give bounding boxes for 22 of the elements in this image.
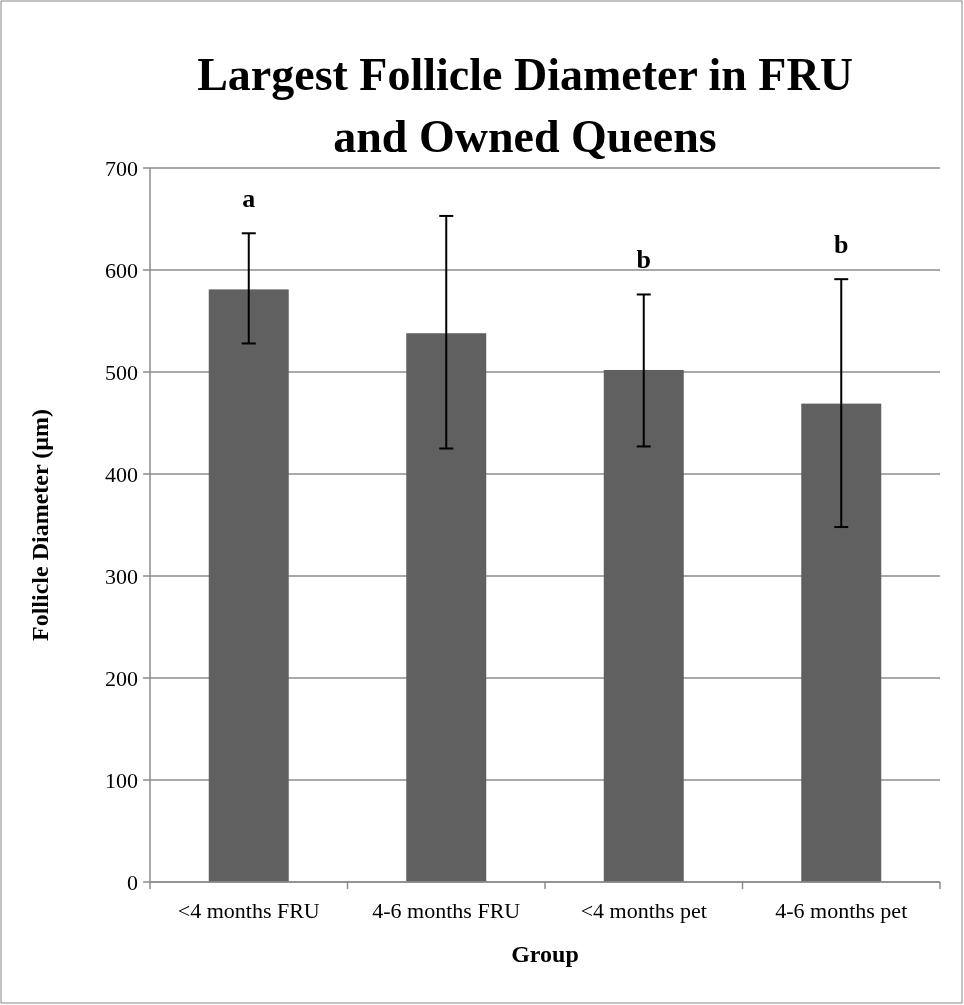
- bar: [208, 289, 289, 882]
- annotation: a: [242, 184, 256, 214]
- x-tick-label: <4 months pet: [580, 898, 707, 923]
- bar: [603, 369, 684, 882]
- y-tick-label: 300: [105, 563, 138, 589]
- y-tick-label: 500: [105, 359, 138, 385]
- annotation: b: [834, 230, 849, 260]
- y-axis-title: Follicle Diameter (µm): [27, 409, 53, 641]
- y-tick-label: 100: [105, 767, 138, 793]
- bar: [801, 403, 882, 882]
- y-tick-label: 700: [105, 155, 138, 181]
- bar: [406, 333, 487, 882]
- y-tick-label: 0: [127, 869, 138, 895]
- x-tick-label: 4-6 months pet: [775, 898, 908, 923]
- x-tick-label: <4 months FRU: [177, 898, 320, 923]
- x-tick-label: 4-6 months FRU: [372, 898, 521, 923]
- y-tick-label: 600: [105, 257, 138, 283]
- y-tick-label: 200: [105, 665, 138, 691]
- annotation: b: [636, 245, 651, 275]
- chart-title: Largest Follicle Diameter in FRU and Owned Queens: [197, 49, 853, 162]
- y-tick-label: 400: [105, 461, 138, 487]
- x-axis-title: Group: [511, 941, 579, 967]
